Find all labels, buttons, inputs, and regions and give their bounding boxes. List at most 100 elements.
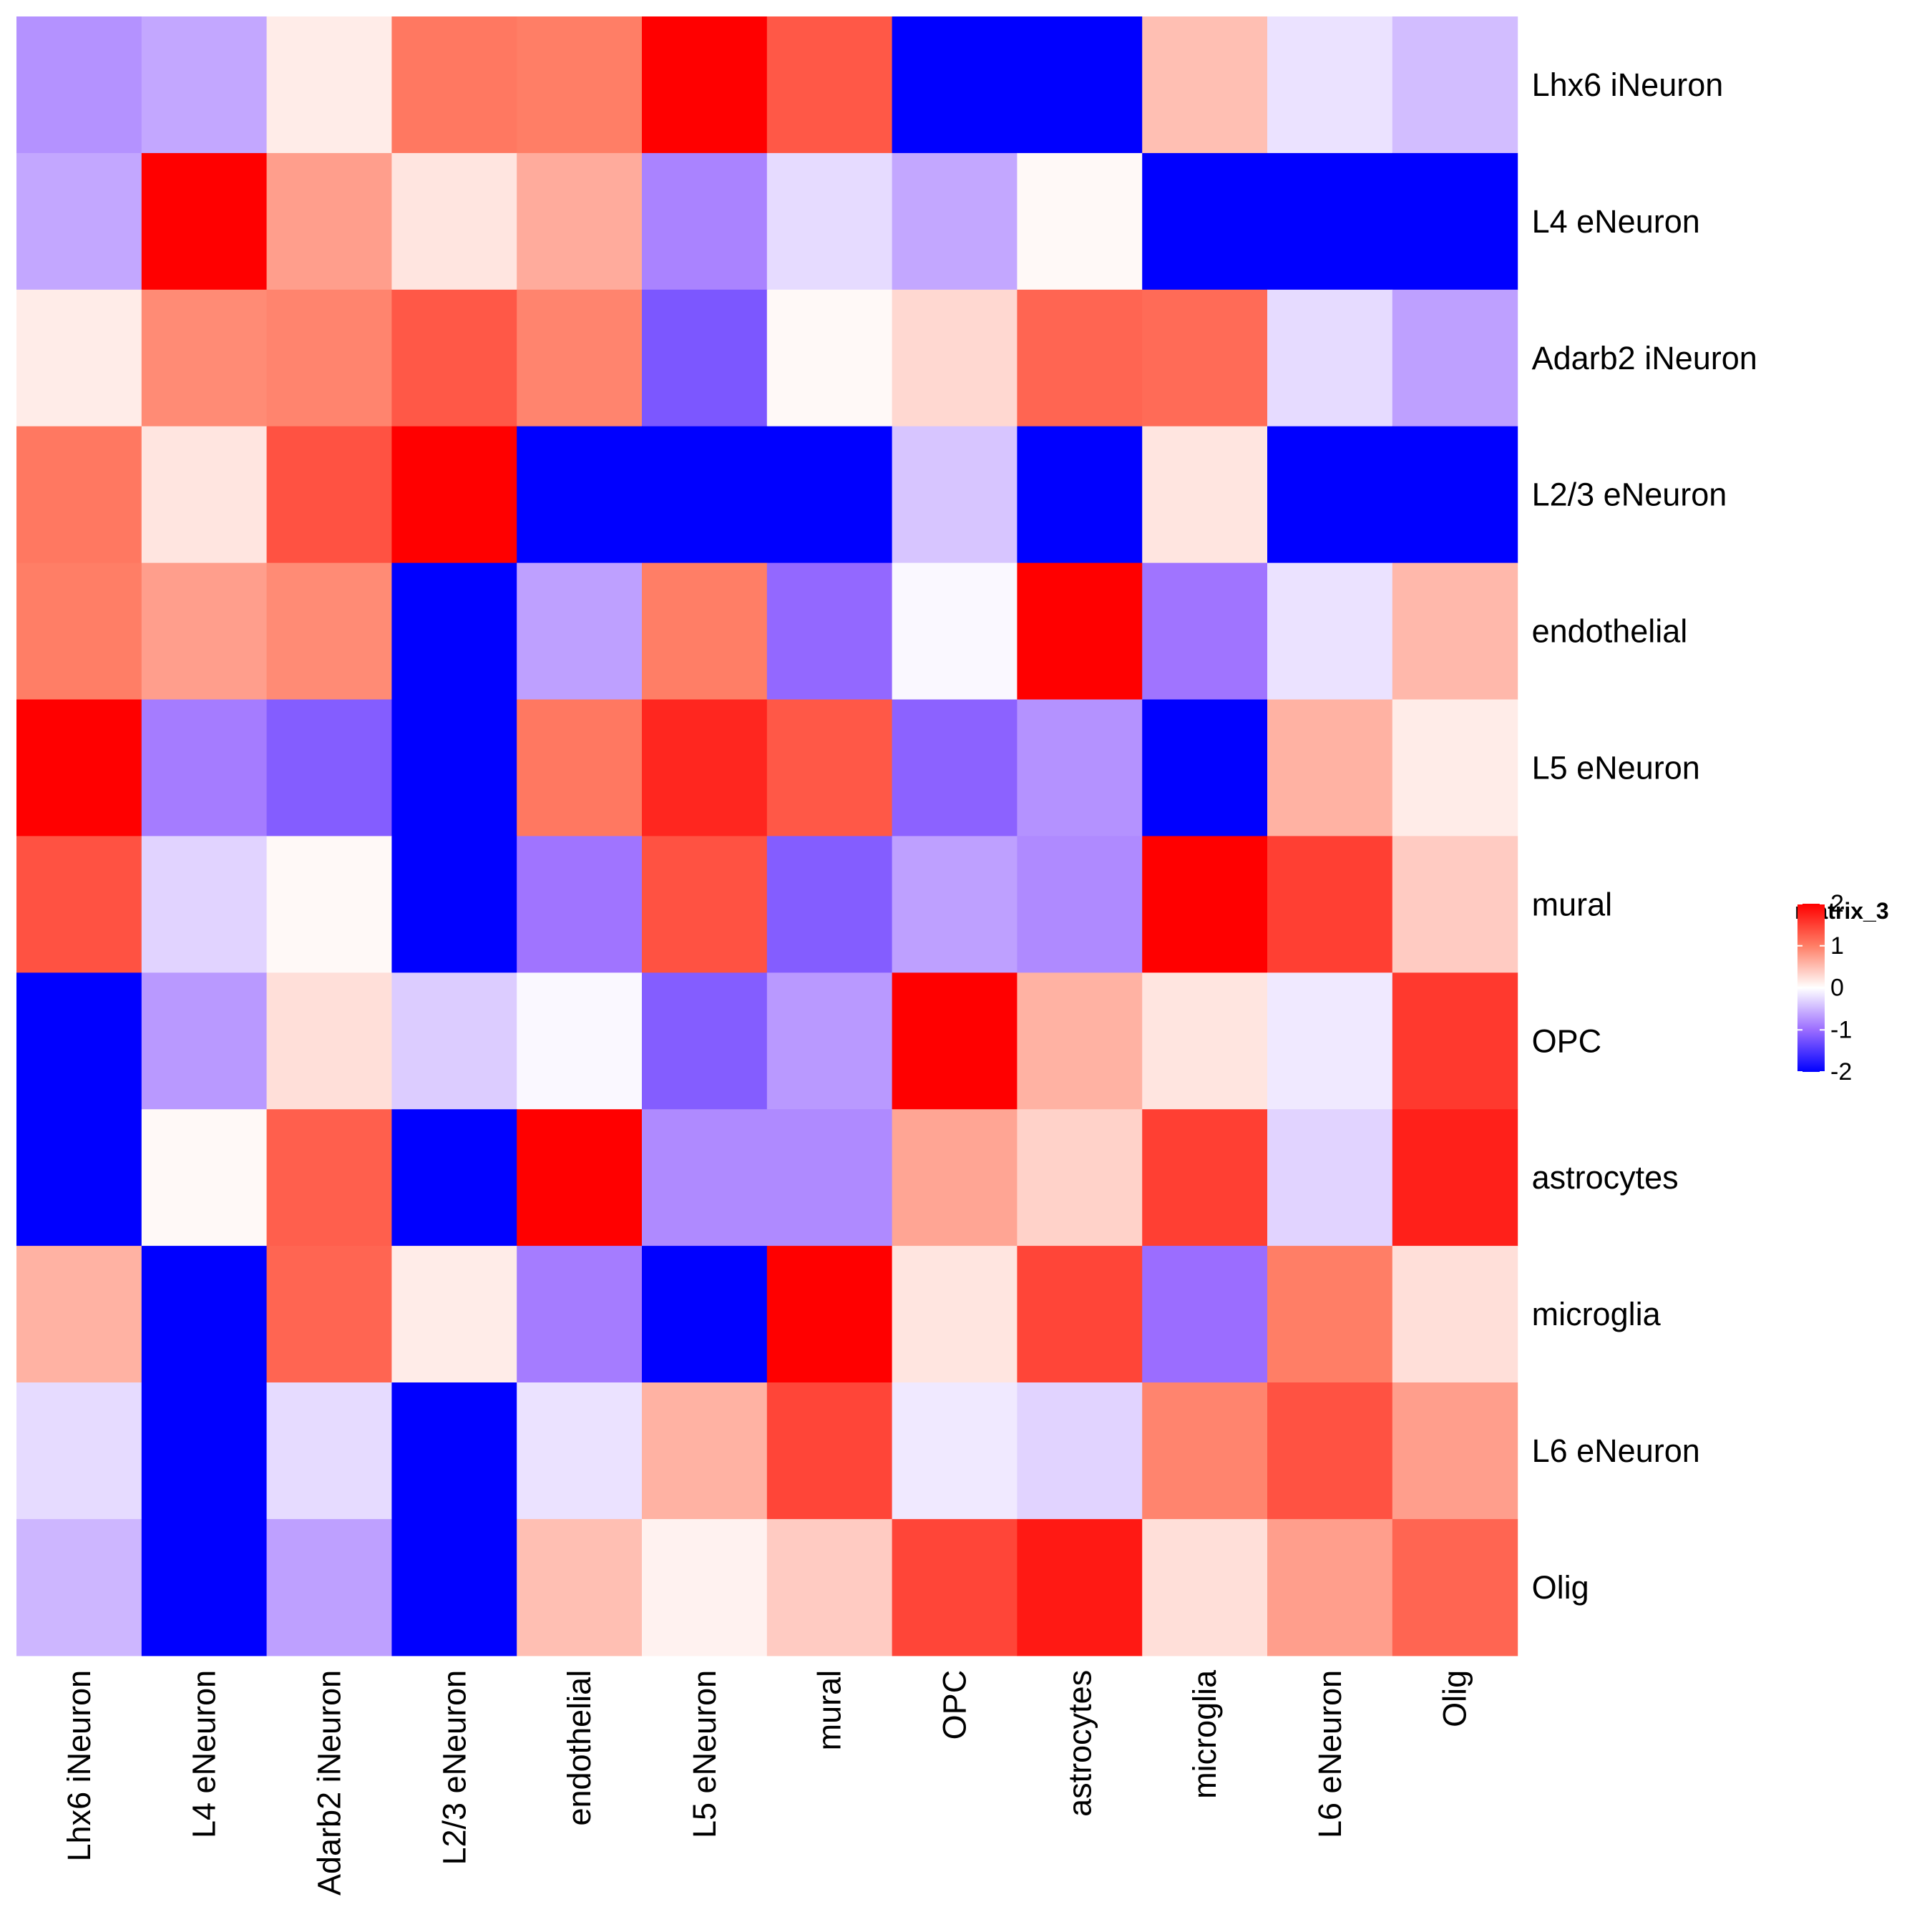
heatmap-cell <box>1267 972 1393 1110</box>
heatmap-cell <box>1392 836 1518 973</box>
heatmap-cell <box>892 1246 1018 1383</box>
heatmap-cell <box>1017 16 1143 154</box>
heatmap-cell <box>266 1109 392 1246</box>
heatmap-cell <box>16 16 142 154</box>
heatmap-cell <box>1142 972 1268 1110</box>
heatmap-cell <box>1142 562 1268 701</box>
heatmap-cell <box>1142 152 1268 291</box>
legend-tick-label: 0 <box>1830 975 1844 1002</box>
heatmap-cell <box>1392 289 1518 427</box>
legend-tick-label: -1 <box>1830 1016 1852 1043</box>
column-label: L2/3 eNeuron <box>436 1670 472 1865</box>
heatmap-cell <box>517 1246 643 1383</box>
heatmap-cell <box>16 836 142 973</box>
heatmap-cell <box>1142 699 1268 836</box>
heatmap-cell <box>1017 152 1143 291</box>
heatmap-cell <box>766 1246 893 1383</box>
row-label: microglia <box>1532 1296 1662 1332</box>
heatmap-cell <box>766 1109 893 1246</box>
heatmap-cell <box>517 836 643 973</box>
heatmap-cell <box>766 426 893 564</box>
heatmap-cell <box>642 152 768 291</box>
heatmap-cell <box>141 699 268 836</box>
heatmap-cell <box>517 16 643 154</box>
column-label: L6 eNeuron <box>1312 1670 1348 1838</box>
heatmap-cell <box>892 836 1018 973</box>
heatmap-cell <box>892 289 1018 427</box>
heatmap-cell <box>16 562 142 701</box>
heatmap-cell <box>1142 1109 1268 1246</box>
legend-tick-label: -2 <box>1830 1058 1852 1085</box>
heatmap-cell <box>1392 699 1518 836</box>
heatmap-cell <box>1392 426 1518 564</box>
column-label: endothelial <box>561 1670 597 1826</box>
row-label: L4 eNeuron <box>1532 203 1700 240</box>
heatmap-cell <box>1392 562 1518 701</box>
heatmap-cell <box>391 16 517 154</box>
legend-tick-label: 1 <box>1830 932 1844 960</box>
row-label: L2/3 eNeuron <box>1532 477 1727 513</box>
heatmap-cell <box>1392 1246 1518 1383</box>
heatmap-cell <box>266 289 392 427</box>
heatmap-cell <box>892 16 1018 154</box>
heatmap-cell <box>517 699 643 836</box>
heatmap-cell <box>892 1109 1018 1246</box>
heatmap-cell <box>391 562 517 701</box>
heatmap-cell <box>642 16 768 154</box>
heatmap-cell <box>1392 972 1518 1110</box>
row-label: OPC <box>1532 1023 1602 1059</box>
heatmap-cell <box>1017 1246 1143 1383</box>
heatmap-cell <box>16 972 142 1110</box>
color-legend: matrix_3 210-1-2 <box>1795 890 1889 1085</box>
row-label: endothelial <box>1532 613 1688 650</box>
heatmap-cell <box>642 836 768 973</box>
heatmap-cell <box>141 152 268 291</box>
heatmap-cell <box>1267 426 1393 564</box>
heatmap-cell <box>642 1382 768 1520</box>
heatmap-cell <box>642 1246 768 1383</box>
heatmap-cell <box>266 562 392 701</box>
heatmap-cell <box>391 699 517 836</box>
heatmap-cell <box>1142 289 1268 427</box>
heatmap-cell <box>1017 562 1143 701</box>
heatmap-cell <box>766 289 893 427</box>
heatmap-cell <box>1267 562 1393 701</box>
legend-ticks: 2 1 0 -1 -2 <box>1797 890 1852 1085</box>
heatmap-cell <box>1267 1246 1393 1383</box>
heatmap-cell <box>517 562 643 701</box>
heatmap-cell <box>766 699 893 836</box>
heatmap-cell <box>266 16 392 154</box>
heatmap-cell <box>266 836 392 973</box>
heatmap-cell <box>1017 972 1143 1110</box>
heatmap-cell <box>16 426 142 564</box>
heatmap-cell <box>517 1518 643 1657</box>
heatmap-cell <box>642 562 768 701</box>
row-label: Olig <box>1532 1569 1589 1606</box>
heatmap-cell <box>141 1246 268 1383</box>
legend-tick-label: 2 <box>1830 890 1844 917</box>
heatmap-cell <box>16 289 142 427</box>
heatmap-cell <box>766 1382 893 1520</box>
row-label: L6 eNeuron <box>1532 1433 1700 1469</box>
heatmap-cell <box>892 1518 1018 1657</box>
heatmap-cell <box>1267 1518 1393 1657</box>
heatmap-cell <box>1017 426 1143 564</box>
heatmap-cell <box>1142 426 1268 564</box>
heatmap-cell <box>141 562 268 701</box>
heatmap-cell <box>1267 152 1393 291</box>
column-label: OPC <box>937 1670 973 1740</box>
heatmap-cell <box>16 1246 142 1383</box>
heatmap-cell <box>266 699 392 836</box>
heatmap-cell <box>642 972 768 1110</box>
heatmap-cell <box>766 1518 893 1657</box>
heatmap-cell <box>391 1109 517 1246</box>
heatmap-cell <box>266 426 392 564</box>
heatmap-cell <box>391 1518 517 1657</box>
column-label: mural <box>811 1670 848 1751</box>
heatmap-cell <box>391 836 517 973</box>
heatmap-cell <box>1392 152 1518 291</box>
heatmap-cell <box>642 699 768 836</box>
heatmap-cell <box>1267 1109 1393 1246</box>
heatmap-cell <box>1017 699 1143 836</box>
row-label: Lhx6 iNeuron <box>1532 67 1724 103</box>
